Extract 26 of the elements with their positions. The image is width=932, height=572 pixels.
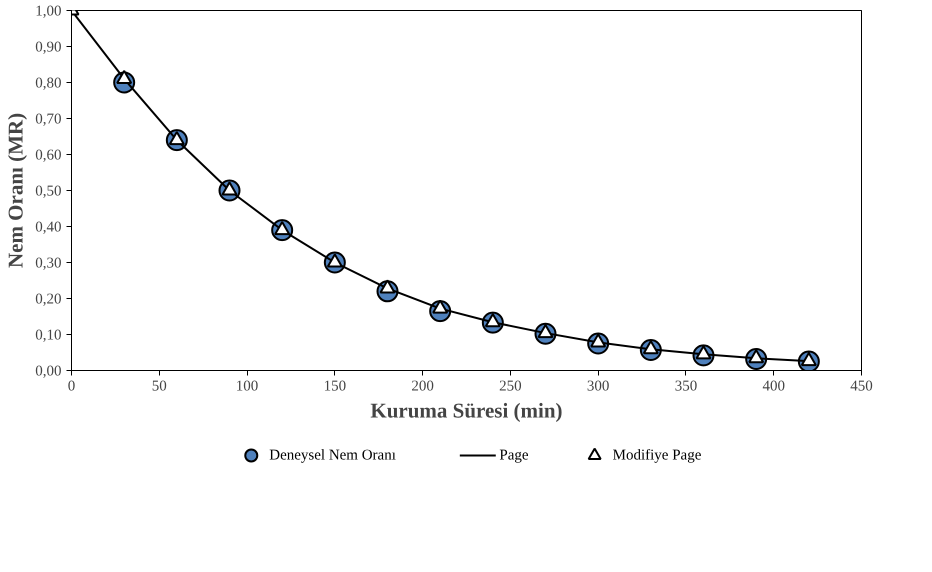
- legend-label: Modifiye Page: [612, 448, 702, 464]
- x-axis-title: Kuruma Süresi (min): [370, 398, 563, 422]
- legend-label: Deneysel Nem Oranı: [269, 448, 396, 464]
- y-tick-label: 0,20: [35, 292, 62, 308]
- x-tick-label: 350: [674, 378, 698, 394]
- x-tick-label: 250: [499, 378, 522, 394]
- x-tick-label: 200: [411, 378, 434, 394]
- x-tick-label: 300: [586, 378, 610, 394]
- y-axis-title: Nem Oranı (MR): [3, 112, 28, 268]
- x-tick-label: 450: [850, 378, 873, 394]
- y-tick-label: 0,50: [35, 184, 62, 200]
- y-tick-label: 0,10: [35, 328, 62, 344]
- y-tick-label: 0,70: [35, 112, 62, 128]
- y-tick-label: 0,80: [35, 76, 62, 92]
- y-tick-label: 0,90: [35, 40, 62, 56]
- x-tick-label: 100: [236, 378, 258, 394]
- y-tick-label: 0,60: [35, 148, 62, 164]
- y-tick-label: 1,00: [35, 4, 62, 20]
- x-tick-label: 50: [152, 378, 167, 394]
- y-tick-label: 0,40: [35, 220, 62, 236]
- x-tick-label: 150: [324, 378, 346, 394]
- x-tick-label: 0: [68, 378, 76, 394]
- y-tick-label: 0,30: [35, 256, 62, 272]
- legend-label: Page: [499, 448, 529, 464]
- y-tick-label: 0,00: [35, 364, 62, 380]
- x-tick-label: 400: [762, 378, 785, 394]
